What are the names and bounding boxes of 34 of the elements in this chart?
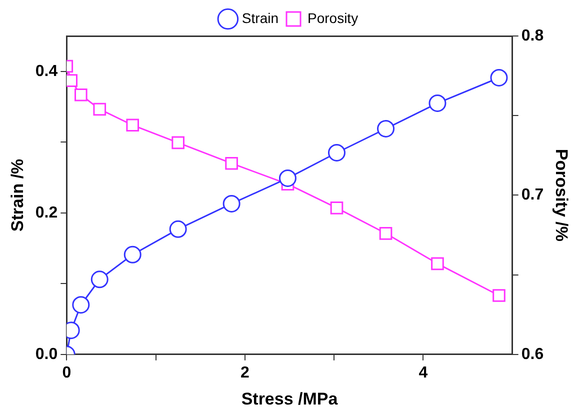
point (278, 169, 296, 187)
y-tick-label: 0.2 (35, 204, 58, 222)
y2-tick-label: 0.6 (521, 346, 544, 363)
x-axis-title: Stress /MPa (241, 389, 338, 408)
y2-axis-title: Porosity /% (552, 148, 572, 242)
point (126, 118, 140, 132)
point (330, 202, 344, 214)
y2-tick-label: 0.7 (521, 186, 544, 204)
point (225, 156, 238, 170)
point (431, 257, 444, 270)
point (492, 289, 506, 302)
point (66, 74, 78, 87)
y2-tick-label: 0.8 (521, 27, 544, 44)
point (124, 246, 142, 264)
x-tick-label: 0 (62, 364, 72, 382)
point (93, 102, 106, 116)
point (74, 88, 88, 102)
point (72, 296, 90, 314)
x-tick-label: 2 (240, 364, 250, 382)
point (490, 68, 508, 86)
point (428, 94, 446, 112)
legend-label: Strain (242, 10, 279, 26)
point (328, 144, 346, 162)
point (169, 220, 187, 238)
y-tick-label: 0.4 (35, 62, 58, 80)
point (377, 120, 395, 138)
point (222, 194, 240, 212)
x-tick-label: 4 (418, 364, 428, 382)
y-axis-title: Strain /% (8, 158, 27, 232)
y-tick-label: 0.0 (35, 346, 58, 363)
point (379, 227, 392, 240)
legend-label: Porosity (308, 10, 358, 26)
point (90, 270, 108, 288)
point (172, 136, 184, 150)
